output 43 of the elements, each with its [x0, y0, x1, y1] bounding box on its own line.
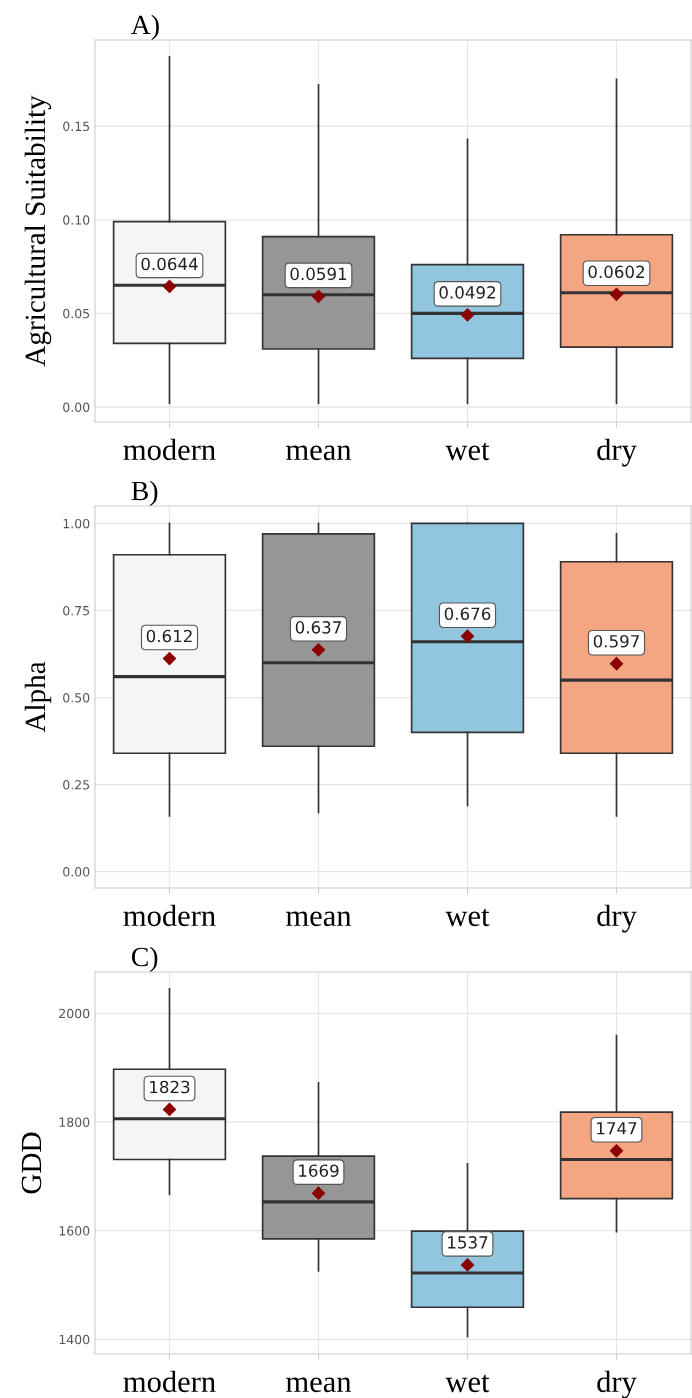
- y-axis-title: GDD: [21, 1132, 42, 1194]
- text: 0.676: [444, 607, 491, 621]
- y-tick-label: 0.10: [63, 215, 90, 225]
- text: 0.637: [295, 621, 341, 634]
- text: 0.0644: [141, 257, 198, 271]
- text: 0.597: [593, 634, 639, 648]
- text: 0.0602: [588, 265, 644, 279]
- y-tick-label: 0.25: [63, 780, 90, 790]
- x-tick-label: mean: [286, 445, 352, 461]
- text: 0.0492: [439, 286, 495, 299]
- text: 0.612: [146, 629, 192, 643]
- chart-title: C): [131, 946, 158, 972]
- x-tick-label: dry: [597, 438, 637, 467]
- chart-title: A): [131, 14, 159, 40]
- text: 1537: [448, 1236, 488, 1249]
- y-tick-label: 0.00: [63, 402, 90, 412]
- x-tick-label: modern: [123, 1370, 216, 1393]
- y-tick-label: 0.15: [63, 121, 90, 132]
- y-tick-label: 0.05: [63, 308, 90, 319]
- y-tick-label: 0.00: [63, 867, 90, 877]
- x-tick-label: wet: [445, 1374, 490, 1393]
- text: 1747: [597, 1122, 637, 1135]
- text: 1823: [150, 1080, 190, 1094]
- x-tick-label: mean: [286, 1377, 352, 1393]
- text: 1669: [299, 1164, 339, 1177]
- x-tick-label: dry: [597, 904, 637, 933]
- y-tick-label: 2000: [59, 1008, 90, 1019]
- y-tick-label: 1.00: [63, 518, 90, 529]
- x-tick-label: wet: [445, 442, 490, 461]
- text: 0.0591: [290, 267, 347, 281]
- x-tick-label: mean: [286, 911, 352, 927]
- y-tick-label: 0.75: [63, 605, 90, 616]
- y-tick-label: 1600: [59, 1226, 90, 1236]
- x-tick-label: modern: [123, 904, 216, 927]
- y-tick-label: 1400: [59, 1334, 90, 1345]
- y-tick-label: 1800: [59, 1117, 90, 1127]
- x-tick-label: dry: [597, 1370, 637, 1398]
- y-axis-title: Alpha: [24, 661, 52, 733]
- x-tick-label: modern: [123, 438, 216, 461]
- chart-title: B): [131, 480, 158, 506]
- y-tick-label: 0.50: [63, 692, 90, 703]
- y-axis-title: Agricultural Suitability: [24, 95, 52, 367]
- x-tick-label: wet: [445, 908, 490, 927]
